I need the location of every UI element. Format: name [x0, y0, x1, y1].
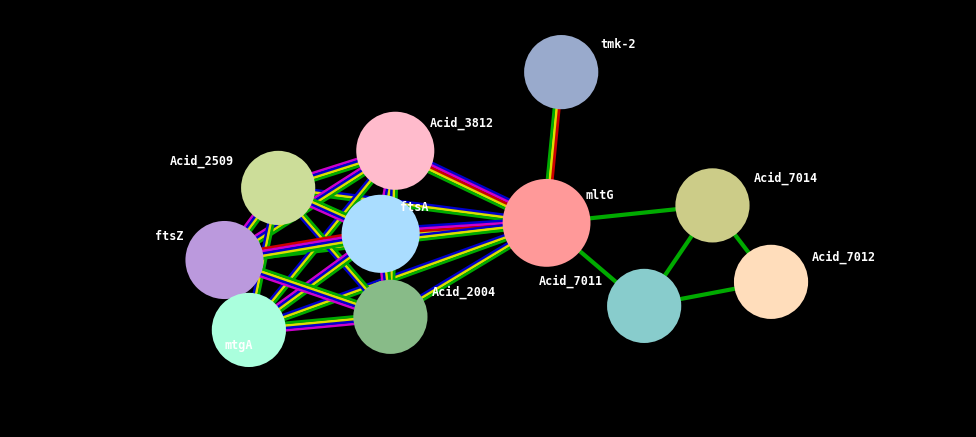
Ellipse shape — [185, 221, 264, 299]
Ellipse shape — [353, 280, 427, 354]
Ellipse shape — [342, 195, 420, 273]
Text: Acid_7014: Acid_7014 — [753, 172, 818, 185]
Text: mtgA: mtgA — [224, 339, 254, 352]
Text: ftsZ: ftsZ — [155, 229, 183, 243]
Ellipse shape — [734, 245, 808, 319]
Ellipse shape — [241, 151, 315, 225]
Text: Acid_7012: Acid_7012 — [812, 251, 876, 264]
Ellipse shape — [212, 293, 286, 367]
Text: mltG: mltG — [586, 189, 614, 202]
Text: Acid_3812: Acid_3812 — [429, 116, 494, 130]
Ellipse shape — [356, 112, 434, 190]
Text: Acid_7011: Acid_7011 — [539, 275, 603, 288]
Text: ftsA: ftsA — [400, 201, 428, 214]
Text: Acid_2509: Acid_2509 — [170, 154, 234, 168]
Ellipse shape — [607, 269, 681, 343]
Text: tmk-2: tmk-2 — [600, 38, 636, 51]
Ellipse shape — [503, 179, 590, 267]
Ellipse shape — [675, 168, 750, 243]
Text: Acid_2004: Acid_2004 — [431, 286, 496, 299]
Ellipse shape — [524, 35, 598, 109]
